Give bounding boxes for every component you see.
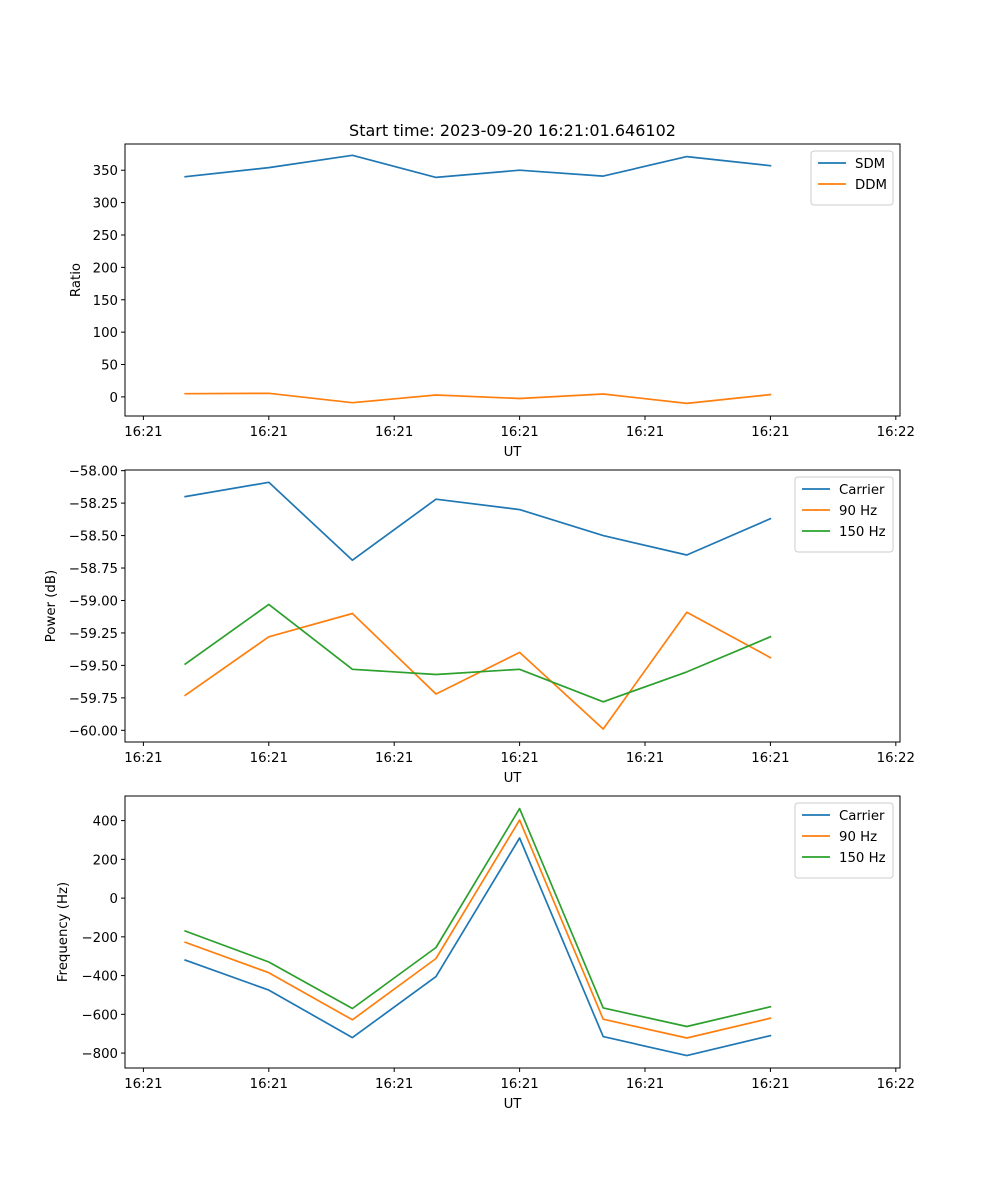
frequency-y-tick-label: −200 bbox=[81, 931, 118, 946]
ratio-x-tick-label: 16:21 bbox=[250, 425, 288, 440]
frequency-series-line-carrier bbox=[184, 837, 772, 1057]
power-legend-label: 90 Hz bbox=[839, 504, 877, 519]
power-x-tick-label: 16:21 bbox=[500, 751, 538, 766]
ratio-legend bbox=[810, 150, 894, 206]
ratio-x-tick-label: 16:21 bbox=[124, 425, 162, 440]
frequency-x-axis-label: UT bbox=[504, 1097, 523, 1112]
ratio-y-tick-label: 200 bbox=[93, 261, 118, 276]
frequency-y-axis-label: Frequency (Hz) bbox=[56, 882, 71, 982]
power-legend-label: Carrier bbox=[839, 483, 885, 498]
power-y-tick-label: −60.00 bbox=[69, 724, 118, 739]
ratio-y-tick-label: 250 bbox=[93, 229, 118, 244]
power-y-axis-label: Power (dB) bbox=[44, 570, 59, 642]
ratio-y-tick-label: 150 bbox=[93, 294, 118, 309]
chart-title: Start time: 2023-09-20 16:21:01.646102 bbox=[349, 121, 676, 140]
ratio-y-tick-label: 300 bbox=[93, 197, 118, 212]
ratio-panel: Start time: 2023-09-20 16:21:01.646102 1… bbox=[69, 121, 915, 460]
power-x-tick-label: 16:21 bbox=[375, 751, 413, 766]
ratio-y-axis-label: Ratio bbox=[69, 263, 84, 297]
power-x-tick-label: 16:22 bbox=[877, 751, 915, 766]
power-y-tick-label: −59.00 bbox=[69, 594, 118, 609]
frequency-y-tick-label: 0 bbox=[110, 892, 118, 907]
ratio-y-tick-label: 100 bbox=[93, 326, 118, 341]
power-y-tick-label: −58.50 bbox=[69, 530, 118, 545]
frequency-legend-label: Carrier bbox=[839, 809, 885, 824]
power-x-tick-label: 16:21 bbox=[250, 751, 288, 766]
power-series-line-150-hz bbox=[184, 603, 772, 703]
power-y-tick-label: −58.25 bbox=[69, 497, 118, 512]
ratio-x-tick-label: 16:21 bbox=[375, 425, 413, 440]
frequency-legend-label: 150 Hz bbox=[839, 851, 886, 866]
power-series-line-carrier bbox=[184, 481, 772, 562]
power-y-tick-label: −59.75 bbox=[69, 692, 118, 707]
ratio-y-tick-label: 350 bbox=[93, 164, 118, 179]
ratio-axes-frame bbox=[124, 143, 901, 417]
frequency-series-line-150-hz bbox=[184, 807, 772, 1028]
frequency-y-tick-label: −400 bbox=[81, 970, 118, 985]
power-x-tick-label: 16:21 bbox=[626, 751, 664, 766]
power-panel: 16:21 16:21 16:21 16:21 16:21 16:21 16:22 −58.0… bbox=[44, 465, 915, 786]
power-y-tick-label: −59.50 bbox=[69, 659, 118, 674]
ratio-legend-label: SDM bbox=[855, 157, 885, 172]
power-axes-frame bbox=[124, 469, 901, 743]
power-y-tick-label: −59.25 bbox=[69, 627, 118, 642]
frequency-y-tick-label: −800 bbox=[81, 1047, 118, 1062]
ratio-legend-label: DDM bbox=[855, 178, 887, 193]
frequency-y-tick-label: −600 bbox=[81, 1008, 118, 1023]
frequency-series-line-90-hz bbox=[184, 819, 772, 1039]
ratio-x-tick-label: 16:22 bbox=[877, 425, 915, 440]
frequency-x-tick-label: 16:21 bbox=[124, 1077, 162, 1092]
frequency-legend-label: 90 Hz bbox=[839, 830, 877, 845]
ratio-x-tick-label: 16:21 bbox=[500, 425, 538, 440]
ratio-x-tick-label: 16:21 bbox=[751, 425, 789, 440]
ratio-x-tick-label: 16:21 bbox=[626, 425, 664, 440]
frequency-x-tick-label: 16:22 bbox=[877, 1077, 915, 1092]
frequency-x-tick-label: 16:21 bbox=[375, 1077, 413, 1092]
frequency-panel: 16:21 16:21 16:21 16:21 16:21 16:21 16:22 400 20… bbox=[56, 795, 915, 1112]
power-legend-label: 150 Hz bbox=[839, 525, 886, 540]
ratio-series-line-sdm bbox=[184, 154, 772, 179]
frequency-x-tick-label: 16:21 bbox=[626, 1077, 664, 1092]
ratio-y-tick-label: 50 bbox=[101, 359, 118, 374]
ratio-x-axis-label: UT bbox=[504, 445, 523, 460]
ratio-series-line-ddm bbox=[184, 392, 772, 405]
power-x-tick-label: 16:21 bbox=[751, 751, 789, 766]
power-legend bbox=[794, 476, 894, 553]
frequency-x-tick-label: 16:21 bbox=[500, 1077, 538, 1092]
frequency-x-tick-label: 16:21 bbox=[250, 1077, 288, 1092]
power-y-tick-label: −58.00 bbox=[69, 465, 118, 480]
frequency-y-tick-label: 200 bbox=[93, 853, 118, 868]
power-x-tick-label: 16:21 bbox=[124, 751, 162, 766]
power-x-axis-label: UT bbox=[504, 771, 523, 786]
frequency-legend bbox=[794, 802, 894, 879]
frequency-x-tick-label: 16:21 bbox=[751, 1077, 789, 1092]
power-series-line-90-hz bbox=[184, 611, 772, 730]
frequency-axes-frame bbox=[124, 795, 901, 1069]
power-y-tick-label: −58.75 bbox=[69, 562, 118, 577]
ratio-y-tick-label: 0 bbox=[110, 391, 118, 406]
frequency-y-tick-label: 400 bbox=[93, 815, 118, 830]
